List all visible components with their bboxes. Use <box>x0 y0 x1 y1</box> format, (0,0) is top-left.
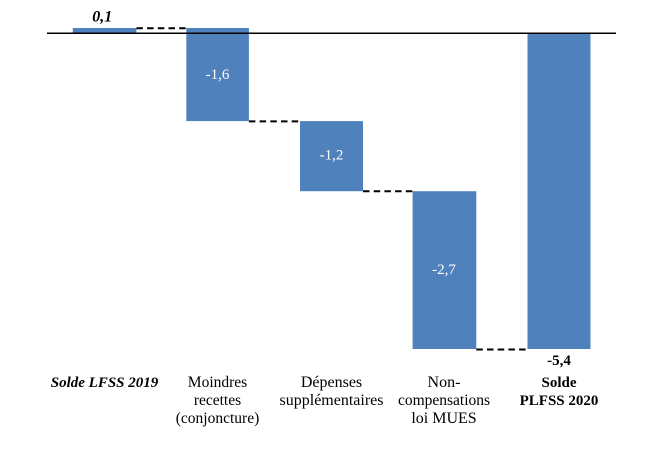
svg-text:Non-: Non- <box>428 374 461 391</box>
svg-text:compensations: compensations <box>398 392 490 409</box>
svg-text:0,1: 0,1 <box>92 9 112 26</box>
svg-text:loi MUES: loi MUES <box>411 410 476 427</box>
svg-text:Moindres: Moindres <box>188 374 247 391</box>
svg-text:Solde LFSS 2019: Solde LFSS 2019 <box>51 375 159 391</box>
svg-text:supplémentaires: supplémentaires <box>280 392 384 409</box>
svg-text:-1,6: -1,6 <box>206 67 230 83</box>
svg-text:(conjoncture): (conjoncture) <box>176 410 260 427</box>
svg-text:Dépenses: Dépenses <box>301 374 362 391</box>
svg-text:-2,7: -2,7 <box>432 262 456 278</box>
svg-text:Solde: Solde <box>541 375 576 391</box>
svg-text:PLFSS 2020: PLFSS 2020 <box>520 393 599 409</box>
svg-text:-5,4: -5,4 <box>547 353 571 369</box>
svg-text:recettes: recettes <box>194 392 241 409</box>
svg-text:-1,2: -1,2 <box>320 148 344 164</box>
